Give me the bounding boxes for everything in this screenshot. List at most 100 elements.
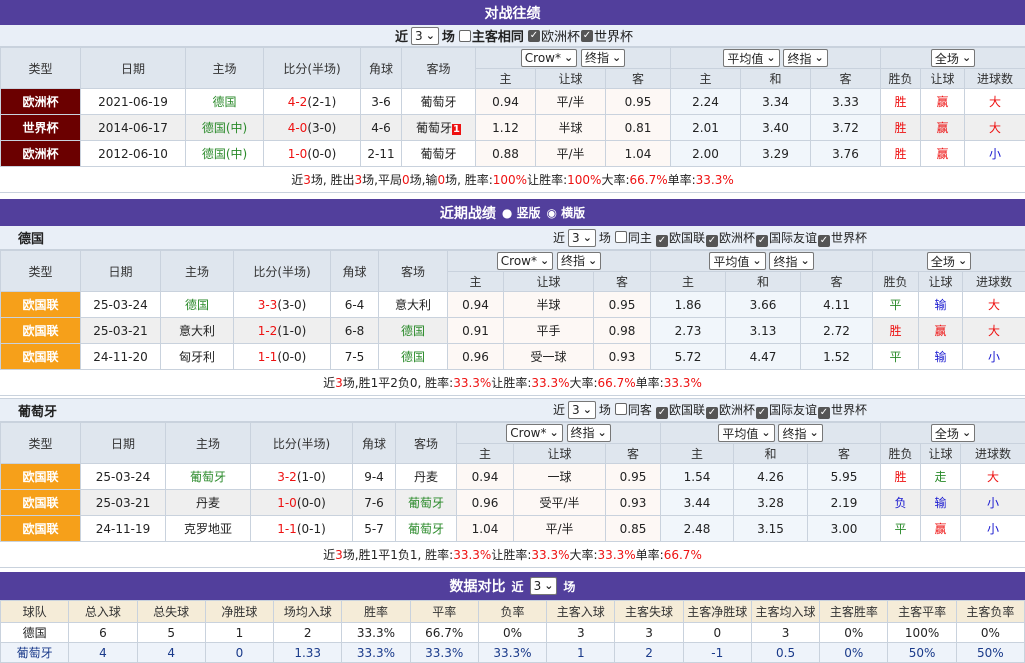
result-goals: 小 [961,490,1025,516]
asian-odds-kind-select[interactable]: 终指 [581,49,625,67]
compare-count-select[interactable]: 3 [530,577,558,595]
result-company-select[interactable]: 全场 [927,252,971,270]
asian-odds-group: Crow* 终指 [476,48,671,69]
team-cup-checkbox[interactable]: ✓ [756,407,768,419]
header-type: 类型 [1,48,81,89]
euro-odds-value: 3.33 [811,89,881,115]
team-cup-checkbox[interactable]: ✓ [706,235,718,247]
euro-odds-company-select[interactable]: 平均值 [718,424,774,442]
asian-odds-value: 0.95 [606,89,671,115]
result-company-select[interactable]: 全场 [931,49,975,67]
asian-odds-company-select[interactable]: Crow* [497,252,553,270]
home-team[interactable]: 匈牙利 [161,344,234,370]
team-cup-checkbox[interactable]: ✓ [656,407,668,419]
match-type: 世界杯 [1,115,81,141]
match-score: 1-2(1-0) [234,318,331,344]
away-team-name: 葡萄牙 [408,522,444,536]
team-same-checkbox[interactable] [615,231,627,243]
asian-odds-company-select[interactable]: Crow* [506,424,562,442]
view-horizontal-radio[interactable]: ◉ 横版 [547,204,586,221]
full-score: 1-2 [258,324,278,338]
away-team[interactable]: 葡萄牙1 [402,115,476,141]
home-team[interactable]: 德国 [186,89,264,115]
team-cup-checkbox[interactable]: ✓ [818,407,830,419]
home-team[interactable]: 葡萄牙 [166,464,251,490]
away-team[interactable]: 德国 [379,344,448,370]
summary-text: 33.3% [664,376,702,390]
result-win-loss: 平 [873,292,919,318]
match-score: 3-3(3-0) [234,292,331,318]
euro-odds-kind-select[interactable]: 终指 [769,252,813,270]
asian-odds-value: 平手 [504,318,594,344]
subheader: 胜负 [873,272,919,292]
h2h-count-select[interactable]: 3 [411,27,439,45]
asian-odds-company-select[interactable]: Crow* [521,49,577,67]
result-handicap: 输 [919,344,963,370]
subheader: 让球 [919,272,963,292]
euro-odds-value: 2.24 [671,89,741,115]
euro-odds-kind-select[interactable]: 终指 [783,49,827,67]
home-team[interactable]: 丹麦 [166,490,251,516]
summary-text: 场,胜1平2负0, 胜率: [343,374,453,391]
away-team[interactable]: 葡萄牙 [402,89,476,115]
away-team[interactable]: 德国 [379,318,448,344]
team-count-select[interactable]: 3 [568,401,596,419]
compare-value: 0% [956,623,1024,643]
summary-text: 让胜率: [491,374,531,391]
home-team[interactable]: 德国 [161,292,234,318]
away-team[interactable]: 意大利 [379,292,448,318]
summary-text: 大率: [601,171,629,188]
team-same-checkbox[interactable] [615,403,627,415]
asian-odds-kind-select[interactable]: 终指 [567,424,611,442]
summary-text: 大率: [570,546,598,563]
away-team[interactable]: 葡萄牙 [402,141,476,167]
euro-odds-group: 平均值 终指 [671,48,881,69]
home-team[interactable]: 意大利 [161,318,234,344]
summary-text: 33.3% [453,376,491,390]
team-cup-checkbox[interactable]: ✓ [818,235,830,247]
euro-odds-kind-select[interactable]: 终指 [778,424,822,442]
compare-header: 胜率 [342,601,410,623]
home-team[interactable]: 克罗地亚 [166,516,251,542]
asian-odds-value: 1.04 [606,141,671,167]
summary-text: 0 [402,173,410,187]
compare-value: 1 [205,623,273,643]
h2h-cup-checkbox[interactable]: ✓ [528,30,540,42]
away-team[interactable]: 丹麦 [396,464,457,490]
match-type: 欧国联 [1,464,81,490]
team-cup-checkbox[interactable]: ✓ [656,235,668,247]
home-team[interactable]: 德国(中) [186,141,264,167]
match-type: 欧洲杯 [1,141,81,167]
team-count-select[interactable]: 3 [568,229,596,247]
euro-odds-company-select[interactable]: 平均值 [723,49,779,67]
summary-text: 让胜率: [491,546,531,563]
compare-value: 0% [820,623,888,643]
result-company-select[interactable]: 全场 [931,424,975,442]
away-team[interactable]: 葡萄牙 [396,490,457,516]
team-cup-checkbox[interactable]: ✓ [706,407,718,419]
asian-odds-kind-select[interactable]: 终指 [557,252,601,270]
home-team[interactable]: 德国(中) [186,115,264,141]
summary-text: 33.3% [598,548,636,562]
euro-odds-company-select[interactable]: 平均值 [709,252,765,270]
subheader: 客 [594,272,651,292]
view-vertical-radio[interactable]: ● 竖版 [502,204,541,221]
away-team[interactable]: 葡萄牙 [396,516,457,542]
away-team-name: 葡萄牙 [420,147,456,161]
h2h-cup-checkbox[interactable]: ✓ [581,30,593,42]
team-cup-checkbox[interactable]: ✓ [756,235,768,247]
h2h-same-checkbox[interactable] [459,30,471,42]
asian-odds-group: Crow* 终指 [448,251,651,272]
asian-odds-value: 1.12 [476,115,536,141]
